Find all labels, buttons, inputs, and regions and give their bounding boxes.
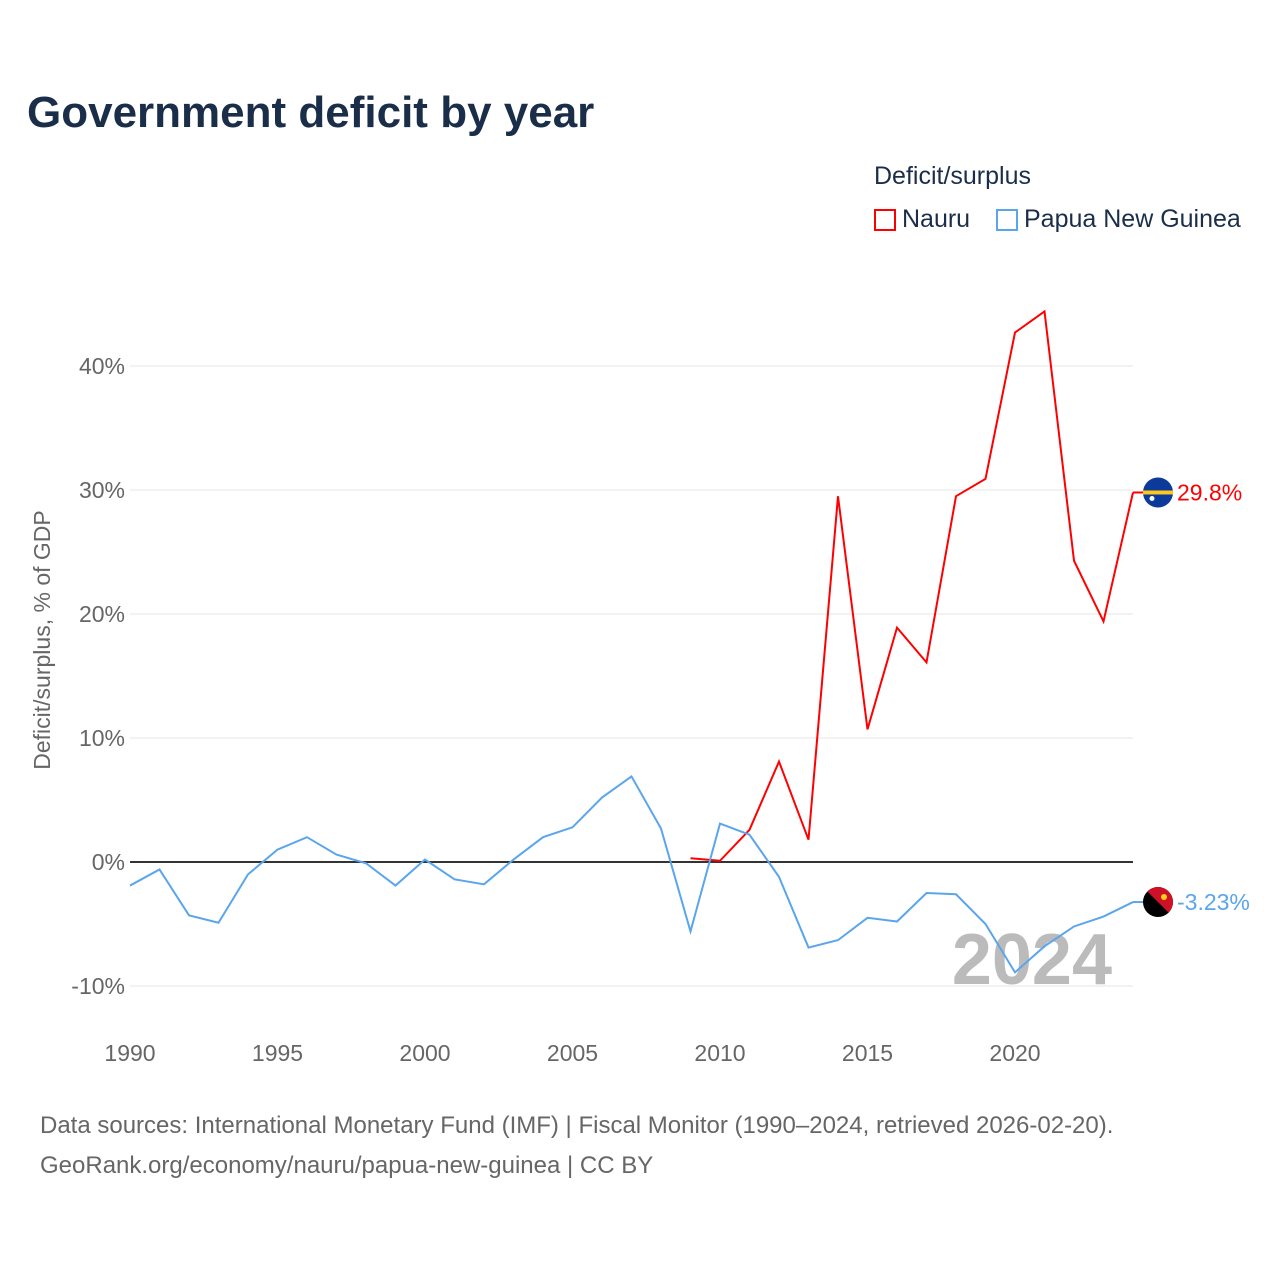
y-tick-label: 20% — [79, 601, 125, 627]
legend-label: Nauru — [902, 205, 971, 233]
x-tick-label: 1990 — [104, 1040, 155, 1066]
legend-item-papua-new-guinea[interactable]: Papua New Guinea — [996, 205, 1241, 234]
year-watermark: 2024 — [952, 920, 1112, 1000]
y-tick-label: 10% — [79, 725, 125, 751]
chart-title: Government deficit by year — [27, 88, 595, 137]
end-value-label: 29.8% — [1177, 479, 1242, 505]
x-tick-label: 2010 — [694, 1040, 745, 1066]
nauru-flag-stripe — [1143, 490, 1173, 495]
png-flag-bird — [1161, 894, 1167, 901]
y-tick-label: 0% — [92, 849, 125, 875]
nauru-flag-star — [1149, 495, 1155, 501]
y-tick-label: 30% — [79, 477, 125, 503]
x-tick-label: 2015 — [842, 1040, 893, 1066]
line-chart: -10% 0% 10% 20% 30% 40% 1990 1995 2000 2005 2010 20… — [29, 309, 1250, 1066]
legend-swatch-png — [996, 208, 1018, 231]
legend-title: Deficit/surplus — [874, 162, 1031, 190]
x-tick-label: 2020 — [989, 1040, 1040, 1066]
end-value-label: -3.23% — [1177, 889, 1250, 915]
y-tick-label: 40% — [79, 353, 125, 379]
footer: Data sources: International Monetary Fun… — [40, 1106, 1113, 1186]
series-line-nauru — [690, 309, 1134, 862]
y-axis-label: Deficit/surplus, % of GDP — [29, 510, 55, 769]
x-tick-label: 1995 — [252, 1040, 303, 1066]
source-text: Data sources: International Monetary Fun… — [40, 1112, 1114, 1139]
legend-label: Papua New Guinea — [1024, 205, 1241, 233]
x-tick-label: 2005 — [547, 1040, 598, 1066]
attribution-link[interactable]: GeoRank.org/economy/nauru/papua-new-guin… — [40, 1152, 654, 1179]
legend-swatch-nauru — [874, 208, 896, 231]
y-tick-label: -10% — [71, 973, 125, 999]
x-tick-label: 2000 — [399, 1040, 450, 1066]
legend-item-nauru[interactable]: Nauru — [874, 205, 970, 234]
series-line-papua-new-guinea — [129, 774, 1134, 974]
png-flag-red — [1147, 887, 1174, 913]
